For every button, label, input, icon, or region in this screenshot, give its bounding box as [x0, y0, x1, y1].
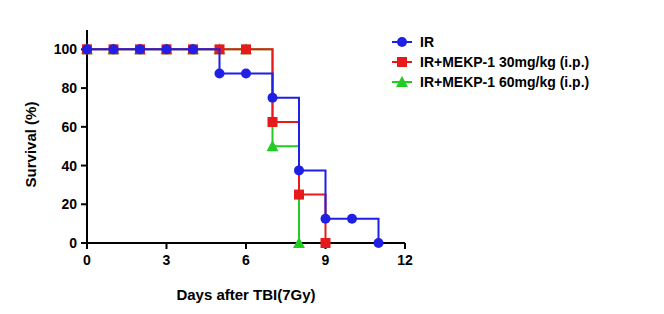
y-tick-label: 100	[54, 41, 78, 57]
legend-marker	[396, 76, 408, 87]
point-marker	[293, 237, 305, 248]
y-tick	[81, 126, 87, 128]
point-marker	[135, 44, 145, 54]
point-marker	[268, 117, 278, 127]
point-marker	[81, 43, 93, 54]
y-tick-label: 80	[61, 80, 77, 96]
point-marker	[187, 43, 199, 54]
survival-line	[87, 49, 379, 243]
point-marker	[135, 44, 145, 54]
x-tick-label: 0	[83, 252, 91, 268]
legend-marker	[397, 37, 407, 47]
point-marker	[109, 44, 119, 54]
x-tick-label: 3	[163, 252, 171, 268]
y-tick-label: 0	[69, 235, 77, 251]
point-marker	[82, 44, 92, 54]
point-marker	[82, 44, 92, 54]
y-axis-line	[86, 30, 88, 243]
y-tick	[81, 87, 87, 89]
point-marker	[108, 43, 120, 54]
point-marker	[294, 165, 304, 175]
series	[82, 44, 331, 248]
x-tick	[86, 243, 88, 249]
x-tick-label: 9	[322, 252, 330, 268]
chart: 0 20 40 60 80 100 0 3 6 9 12 Days after TBI(7Gy) Sur…	[0, 0, 664, 314]
series	[82, 44, 384, 248]
y-tick-label: 20	[61, 196, 77, 212]
legend-marker	[397, 57, 407, 67]
x-tick-label: 6	[242, 252, 250, 268]
point-marker	[215, 69, 225, 79]
survival-line	[87, 49, 326, 243]
point-marker	[267, 140, 279, 151]
x-tick-label: 12	[397, 252, 413, 268]
axes: 0 20 40 60 80 100 0 3 6 9 12	[54, 30, 413, 268]
legend-label: IR+MEKP-1 60mg/kg (i.p.)	[420, 74, 589, 90]
point-marker	[321, 214, 331, 224]
y-tick-label: 60	[61, 119, 77, 135]
legend-label: IR	[420, 34, 434, 50]
x-tick	[166, 243, 168, 249]
y-axis-label: Survival (%)	[22, 102, 39, 188]
point-marker	[294, 190, 304, 200]
point-marker	[134, 43, 146, 54]
survival-line	[87, 49, 299, 243]
legend-label: IR+MEKP-1 30mg/kg (i.p.)	[420, 54, 589, 70]
plot-area	[81, 43, 384, 248]
point-marker	[241, 44, 251, 54]
x-tick	[245, 243, 247, 249]
y-tick	[81, 165, 87, 167]
point-marker	[162, 44, 172, 54]
point-marker	[241, 69, 251, 79]
legend: IR IR+MEKP-1 30mg/kg (i.p.) IR+MEKP-1 60mg…	[392, 34, 589, 90]
point-marker	[321, 238, 331, 248]
point-marker	[109, 44, 119, 54]
y-tick	[81, 203, 87, 205]
x-tick	[404, 243, 406, 249]
point-marker	[268, 93, 278, 103]
point-marker	[188, 44, 198, 54]
point-marker	[347, 214, 357, 224]
point-marker	[162, 44, 172, 54]
point-marker	[161, 43, 173, 54]
y-tick-label: 40	[61, 158, 77, 174]
point-marker	[188, 44, 198, 54]
point-marker	[374, 238, 384, 248]
x-axis-label: Days after TBI(7Gy)	[176, 286, 315, 303]
point-marker	[240, 43, 252, 54]
